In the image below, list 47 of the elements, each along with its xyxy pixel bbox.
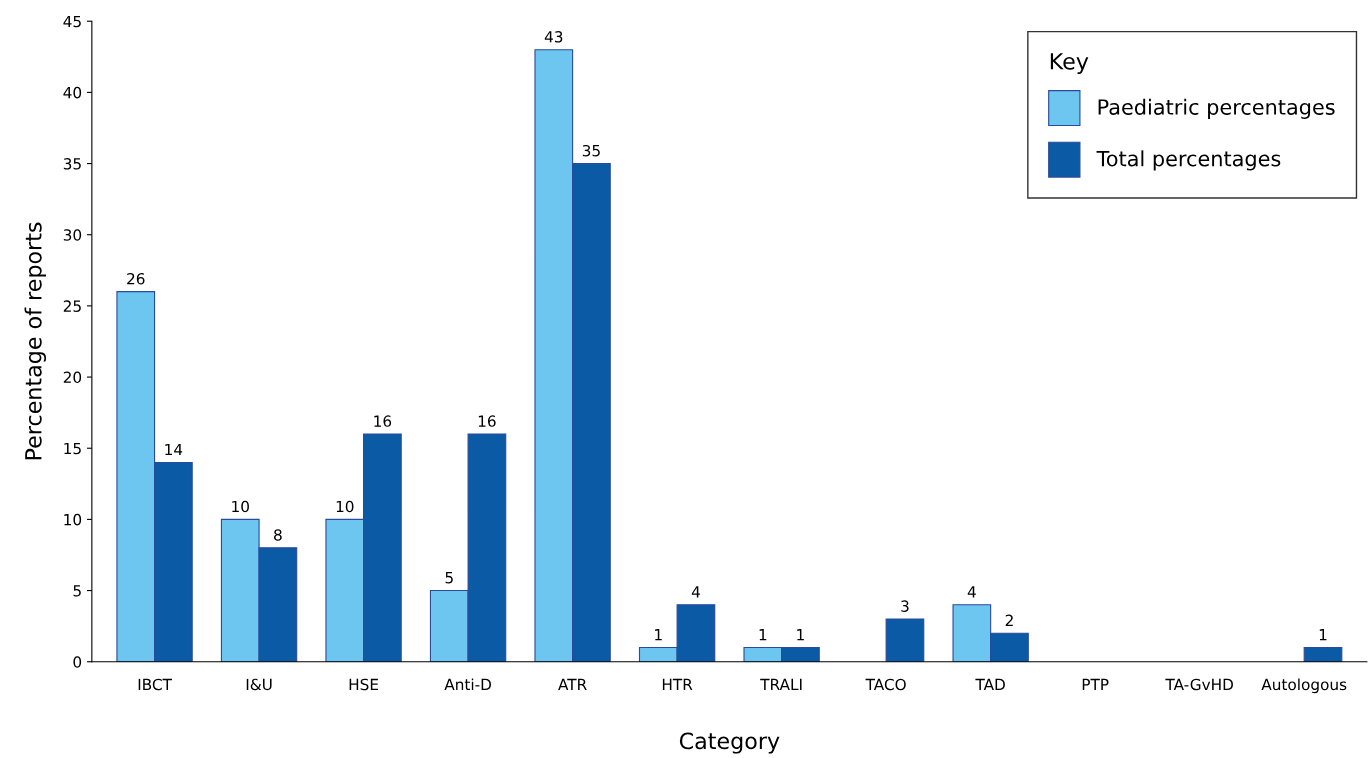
x-tick-label: ATR bbox=[558, 678, 587, 691]
data-label: 1 bbox=[1319, 629, 1327, 641]
data-label: 1 bbox=[759, 629, 767, 641]
x-tick-label: TAD bbox=[975, 678, 1005, 691]
x-tick-label: HTR bbox=[662, 678, 693, 691]
y-tick-label: 45 bbox=[63, 15, 81, 28]
data-label: 35 bbox=[582, 144, 600, 157]
data-label: 4 bbox=[691, 586, 700, 598]
x-tick-label: Anti-D bbox=[444, 678, 492, 691]
data-label: 16 bbox=[478, 415, 496, 427]
x-tick-label: IBCT bbox=[138, 678, 172, 691]
data-label: 43 bbox=[544, 31, 563, 43]
x-tick-label: HSE bbox=[349, 678, 379, 691]
x-tick-label: Autologous bbox=[1261, 678, 1347, 694]
y-tick-label: 30 bbox=[63, 229, 82, 241]
x-tick-label: TA-GvHD bbox=[1165, 678, 1233, 691]
data-label: 5 bbox=[445, 572, 453, 584]
bar bbox=[885, 618, 925, 662]
x-tick-label: TACO bbox=[865, 678, 906, 691]
y-tick-label: 20 bbox=[63, 371, 82, 384]
y-tick-label: 5 bbox=[73, 585, 81, 597]
data-label: 14 bbox=[165, 443, 183, 456]
data-label: 1 bbox=[797, 629, 804, 641]
y-tick-label: 35 bbox=[63, 158, 81, 170]
y-tick-label: 0 bbox=[73, 656, 82, 668]
x-axis-title: Category bbox=[679, 732, 780, 754]
data-label: 10 bbox=[336, 500, 354, 513]
data-label: 10 bbox=[232, 500, 249, 513]
x-tick-label: PTP bbox=[1082, 678, 1109, 691]
bar bbox=[1303, 646, 1343, 662]
x-tick-label: I&U bbox=[246, 678, 272, 691]
y-tick-label: 10 bbox=[64, 513, 82, 526]
data-label: 3 bbox=[901, 600, 909, 612]
y-tick-label: 25 bbox=[63, 300, 81, 312]
data-label: 16 bbox=[374, 415, 392, 427]
y-tick-label: 15 bbox=[64, 442, 81, 455]
legend-label: Paediatric percentages bbox=[1098, 98, 1335, 119]
data-label: 1 bbox=[655, 629, 662, 641]
legend-title: Key bbox=[1050, 53, 1089, 74]
data-label: 26 bbox=[127, 272, 145, 285]
data-label: 8 bbox=[274, 529, 282, 541]
data-label: 2 bbox=[1005, 614, 1013, 626]
x-tick-label: TRALI bbox=[760, 678, 802, 691]
legend-label: Total percentages bbox=[1096, 150, 1281, 171]
y-axis-title: Percentage of reports bbox=[24, 222, 47, 460]
data-label: 4 bbox=[967, 586, 976, 598]
y-tick-label: 40 bbox=[63, 86, 82, 99]
